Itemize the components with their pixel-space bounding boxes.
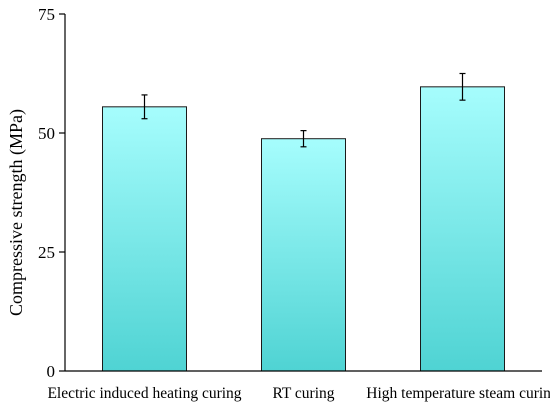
error-bars [141,72,466,148]
error-bar-2 [300,130,307,148]
category-label-3: High temperature steam curing [366,385,550,402]
error-bar-1 [141,94,148,120]
bars [102,86,505,372]
category-label-1: Electric induced heating curing [47,385,241,402]
error-bar-3 [459,72,466,101]
y-tick-label-50: 50 [38,124,55,143]
bar-1 [102,106,187,372]
bar-2 [261,138,346,372]
bar-3 [420,86,505,372]
y-tick-label-25: 25 [38,243,55,262]
y-tick-label-0: 0 [47,362,56,381]
category-label-2: RT curing [272,385,334,402]
y-axis-ticks: 0 25 50 75 [38,5,65,381]
y-tick-label-75: 75 [38,5,55,24]
x-axis-categories: Electric induced heating curing RT curing… [47,385,550,402]
y-axis-title: Compressive strength (MPa) [6,109,27,316]
